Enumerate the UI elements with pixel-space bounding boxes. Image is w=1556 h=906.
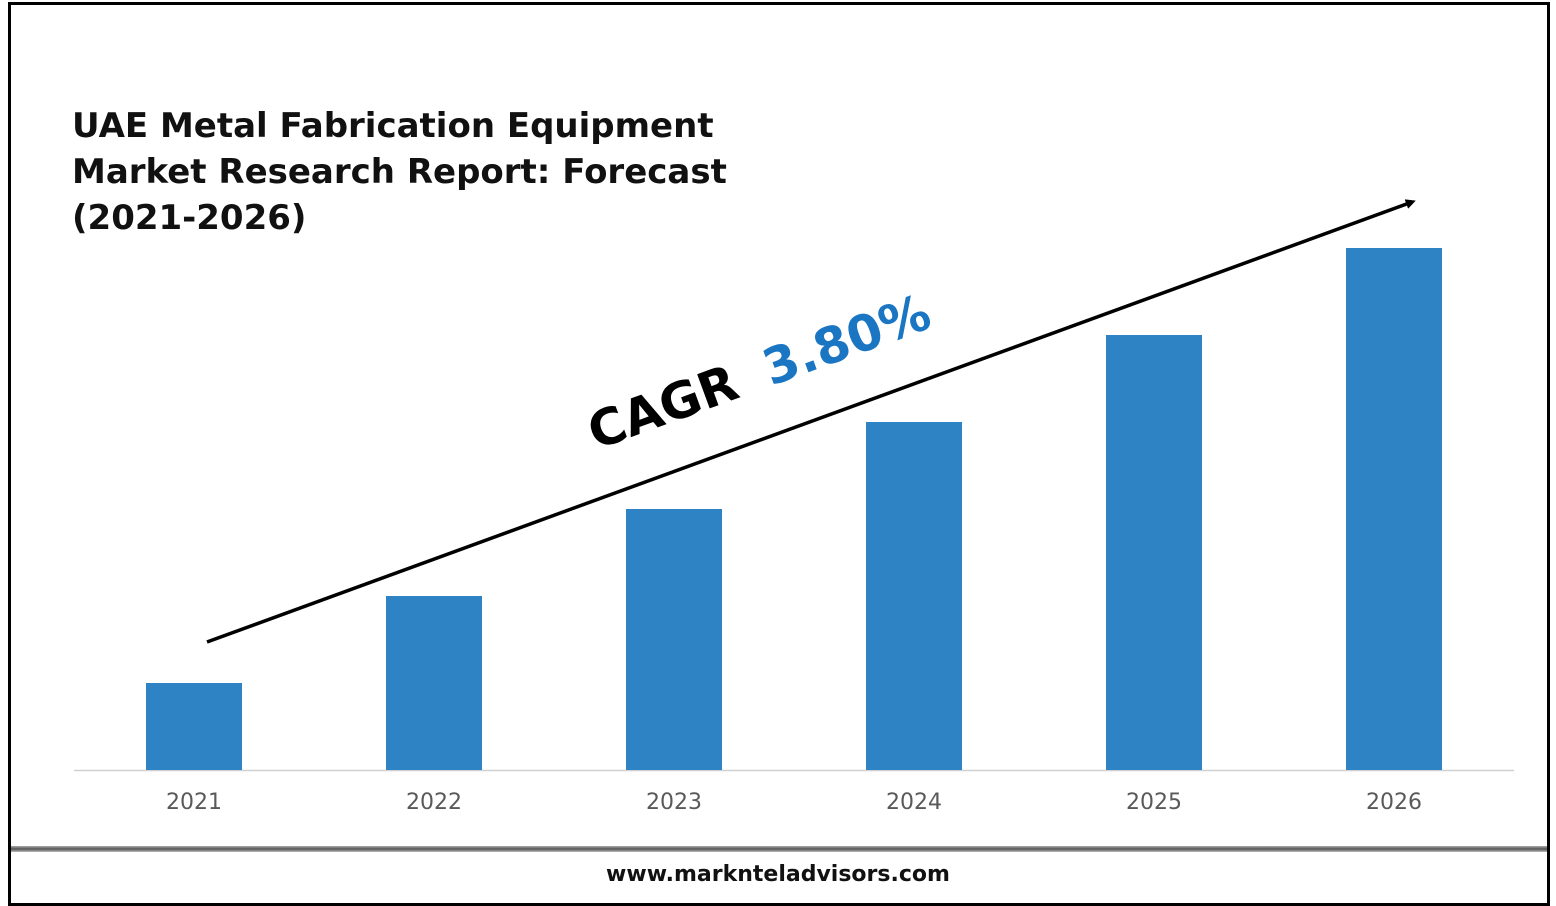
footer-divider — [11, 846, 1547, 852]
bar-2021 — [146, 683, 242, 770]
title-line-3: (2021-2026) — [72, 198, 307, 238]
bar-2025 — [1106, 335, 1202, 770]
x-tick-label: 2022 — [406, 790, 462, 815]
cagr-label: CAGR — [580, 354, 745, 462]
title-line-2: Market Research Report: Forecast — [72, 152, 727, 192]
title-line-1: UAE Metal Fabrication Equipment — [72, 106, 714, 146]
x-tick-label: 2023 — [646, 790, 702, 815]
x-tick-label: 2021 — [166, 790, 222, 815]
bar-2022 — [386, 596, 482, 770]
bar-2023 — [626, 509, 722, 770]
footer-website: www.marknteladvisors.com — [606, 862, 950, 887]
chart-frame — [8, 2, 1550, 906]
bar-2026 — [1346, 248, 1442, 770]
chart-title: UAE Metal Fabrication Equipment Market R… — [72, 103, 727, 241]
trend-arrow — [206, 199, 1416, 644]
cagr-value: 3.80% — [755, 283, 938, 397]
bar-2024 — [866, 422, 962, 770]
x-tick-label: 2024 — [886, 790, 942, 815]
x-tick-label: 2026 — [1366, 790, 1422, 815]
x-tick-label: 2025 — [1126, 790, 1182, 815]
